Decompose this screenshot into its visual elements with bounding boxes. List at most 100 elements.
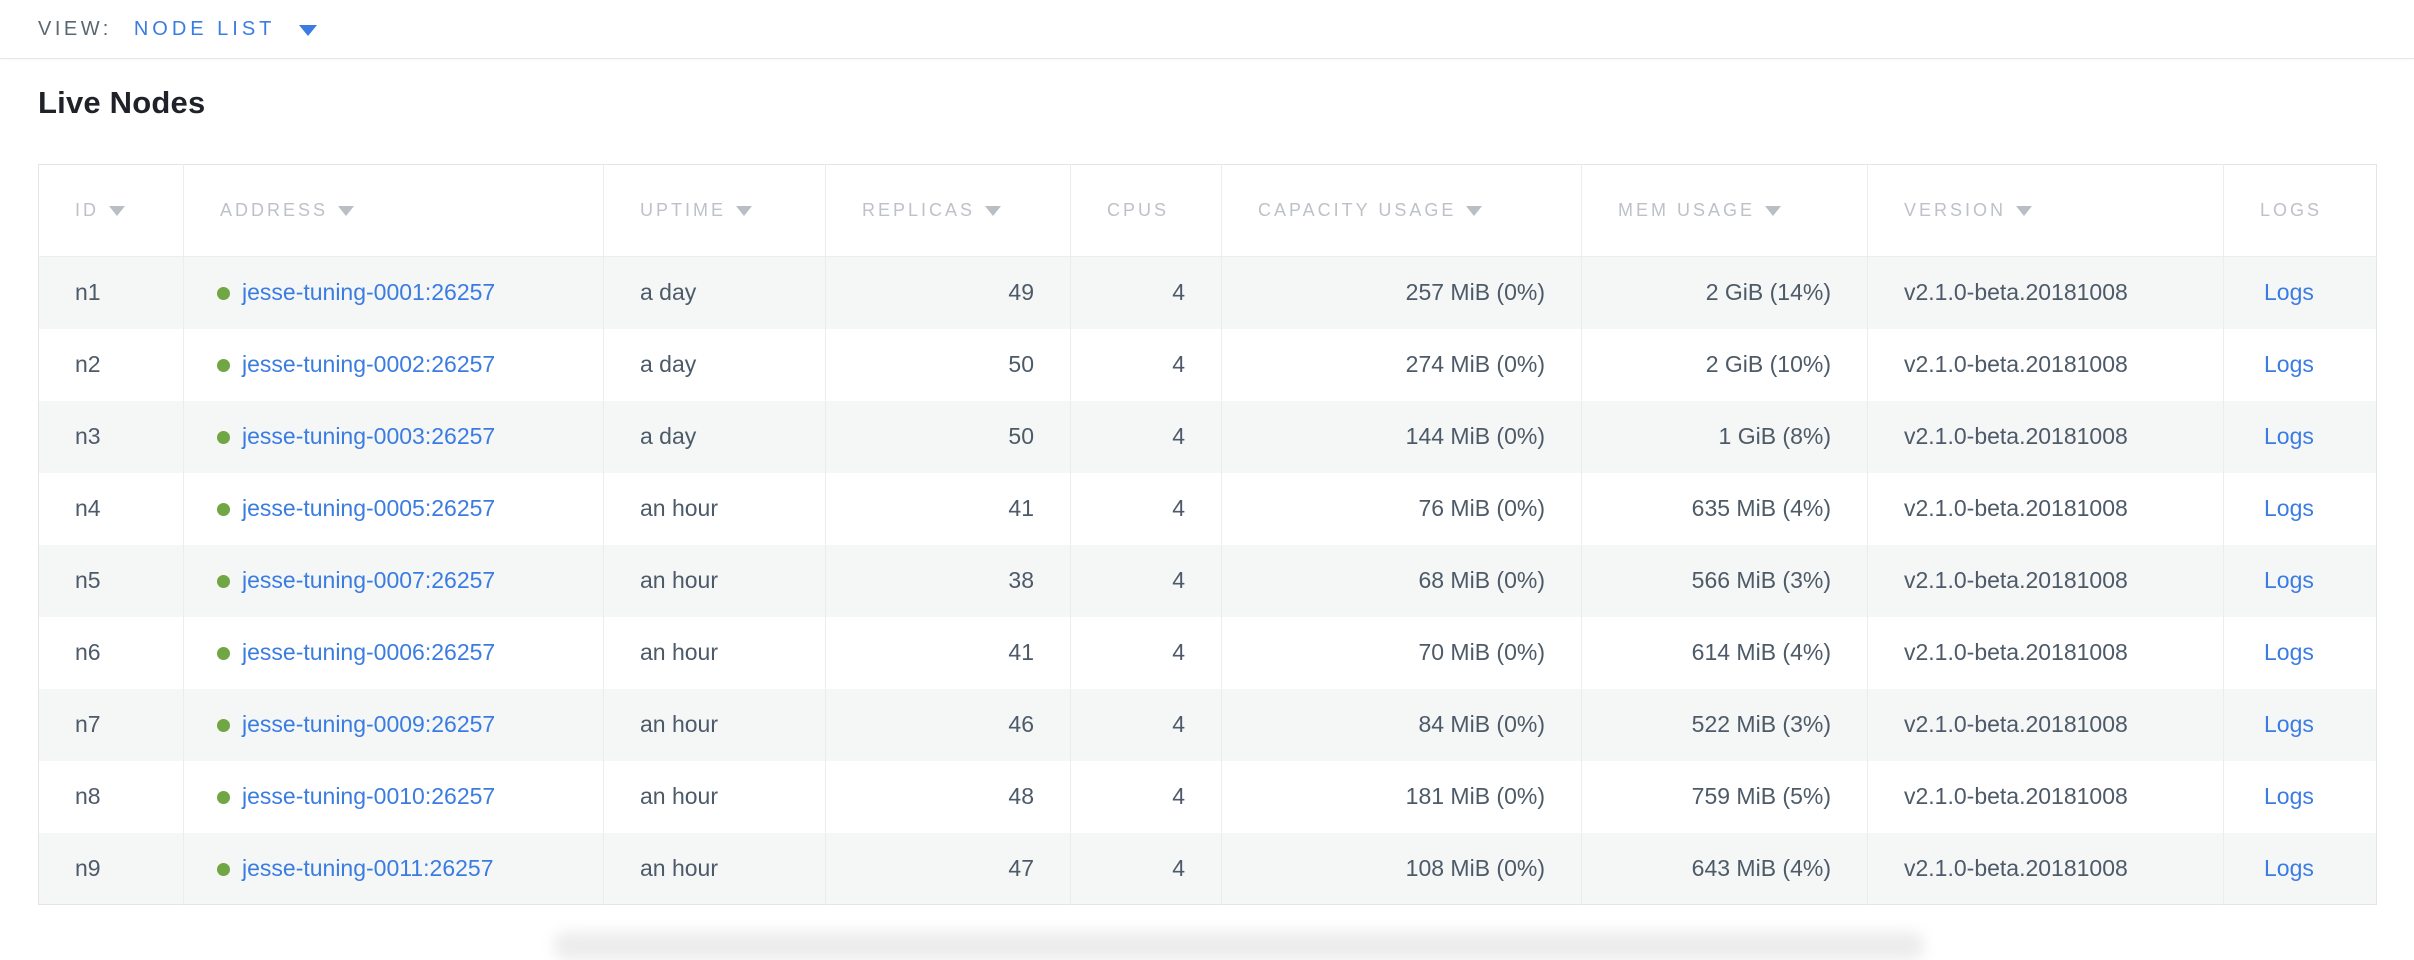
node-id-cell: n7	[38, 688, 184, 761]
node-address-link[interactable]: jesse-tuning-0011:26257	[242, 854, 494, 881]
cpus-cell: 4	[1070, 760, 1222, 833]
node-live-status-icon	[217, 503, 230, 516]
uptime-cell: a day	[603, 400, 826, 473]
version-cell: v2.1.0-beta.20181008	[1867, 616, 2224, 689]
capacity-usage-cell: 181 MiB (0%)	[1221, 760, 1582, 833]
node-address-link[interactable]: jesse-tuning-0003:26257	[242, 423, 496, 449]
node-address-link[interactable]: jesse-tuning-0007:26257	[242, 567, 496, 593]
version-cell: v2.1.0-beta.20181008	[1867, 256, 2224, 329]
table-row: n5 jesse-tuning-0007:26257 an hour 38 4 …	[38, 544, 2377, 617]
uptime-cell: a day	[603, 328, 826, 401]
node-address-link[interactable]: jesse-tuning-0005:26257	[242, 495, 496, 521]
node-id-cell: n9	[38, 832, 184, 905]
cpus-cell: 4	[1070, 544, 1222, 617]
table-row: n4 jesse-tuning-0005:26257 an hour 41 4 …	[38, 472, 2377, 545]
table-header-row: ID ADDRESS UPTIME REPLICAS CPUS CAPACITY…	[38, 164, 2377, 257]
node-address-cell: jesse-tuning-0009:26257	[183, 688, 604, 761]
table-row: n6 jesse-tuning-0006:26257 an hour 41 4 …	[38, 616, 2377, 689]
node-address-link[interactable]: jesse-tuning-0002:26257	[242, 351, 496, 377]
view-selected-value: NODE LIST	[133, 17, 276, 40]
node-address-cell: jesse-tuning-0006:26257	[183, 616, 604, 689]
uptime-cell: a day	[603, 256, 826, 329]
node-live-status-icon	[217, 791, 230, 804]
table-row: n7 jesse-tuning-0009:26257 an hour 46 4 …	[38, 688, 2377, 761]
column-header-capacity-usage[interactable]: CAPACITY USAGE	[1221, 164, 1582, 257]
uptime-cell: an hour	[603, 832, 826, 905]
column-header-id[interactable]: ID	[38, 164, 184, 257]
column-header-label: CPUS	[1107, 200, 1170, 220]
column-header-mem-usage[interactable]: MEM USAGE	[1581, 164, 1868, 257]
column-header-label: ADDRESS	[220, 200, 329, 220]
column-header-label: MEM USAGE	[1618, 200, 1756, 220]
node-address-link[interactable]: jesse-tuning-0010:26257	[242, 783, 496, 809]
node-id-cell: n1	[38, 256, 184, 329]
node-id-cell: n4	[38, 472, 184, 545]
cpus-cell: 4	[1070, 832, 1222, 905]
node-address-link[interactable]: jesse-tuning-0001:26257	[242, 279, 496, 306]
logs-cell: Logs	[2224, 473, 2377, 545]
node-live-status-icon	[217, 862, 230, 876]
column-header-replicas[interactable]: REPLICAS	[825, 164, 1071, 257]
node-live-status-icon	[217, 287, 230, 301]
mem-usage-cell: 759 MiB (5%)	[1581, 760, 1868, 833]
table-row: n2 jesse-tuning-0002:26257 a day 50 4 27…	[38, 328, 2377, 401]
column-header-label: CAPACITY USAGE	[1258, 200, 1457, 220]
sort-desc-icon	[1466, 206, 1483, 216]
version-cell: v2.1.0-beta.20181008	[1867, 400, 2224, 473]
capacity-usage-cell: 274 MiB (0%)	[1221, 328, 1582, 401]
view-bar: VIEW: NODE LIST	[0, 0, 2414, 59]
mem-usage-cell: 2 GiB (10%)	[1581, 328, 1868, 401]
replicas-cell: 50	[825, 328, 1071, 401]
uptime-cell: an hour	[603, 760, 826, 833]
replicas-cell: 47	[825, 832, 1071, 905]
mem-usage-cell: 522 MiB (3%)	[1581, 688, 1868, 761]
logs-link[interactable]: Logs	[2264, 567, 2314, 593]
column-header-uptime[interactable]: UPTIME	[603, 164, 826, 257]
sort-desc-icon	[338, 206, 355, 216]
logs-link[interactable]: Logs	[2264, 423, 2314, 449]
table-row: n9 jesse-tuning-0011:26257 an hour 47 4 …	[38, 832, 2377, 905]
node-live-status-icon	[217, 647, 230, 660]
logs-link[interactable]: Logs	[2264, 279, 2314, 306]
node-address-cell: jesse-tuning-0007:26257	[183, 544, 604, 617]
logs-cell: Logs	[2224, 689, 2377, 761]
column-header-label: VERSION	[1904, 200, 2007, 220]
logs-cell: Logs	[2224, 257, 2377, 329]
version-cell: v2.1.0-beta.20181008	[1867, 760, 2224, 833]
sort-desc-icon	[109, 206, 125, 216]
view-selector[interactable]: NODE LIST	[134, 18, 318, 41]
version-cell: v2.1.0-beta.20181008	[1867, 328, 2224, 401]
logs-link[interactable]: Logs	[2264, 854, 2314, 881]
column-header-label: REPLICAS	[862, 200, 976, 220]
replicas-cell: 41	[825, 472, 1071, 545]
column-header-address[interactable]: ADDRESS	[183, 164, 604, 257]
cpus-cell: 4	[1070, 328, 1222, 401]
logs-link[interactable]: Logs	[2264, 495, 2314, 521]
replicas-cell: 38	[825, 544, 1071, 617]
column-header-version[interactable]: VERSION	[1867, 164, 2224, 257]
uptime-cell: an hour	[603, 616, 826, 689]
sort-desc-icon	[985, 206, 1002, 216]
uptime-cell: an hour	[603, 472, 826, 545]
logs-link[interactable]: Logs	[2264, 351, 2314, 377]
uptime-cell: an hour	[603, 688, 826, 761]
version-cell: v2.1.0-beta.20181008	[1867, 832, 2224, 905]
cpus-cell: 4	[1070, 400, 1222, 473]
logs-cell: Logs	[2224, 401, 2377, 473]
replicas-cell: 46	[825, 688, 1071, 761]
capacity-usage-cell: 76 MiB (0%)	[1221, 472, 1582, 545]
column-header-label: UPTIME	[640, 200, 727, 220]
column-header-logs: LOGS	[2223, 164, 2377, 257]
node-address-link[interactable]: jesse-tuning-0006:26257	[242, 639, 496, 665]
logs-link[interactable]: Logs	[2264, 783, 2314, 809]
logs-link[interactable]: Logs	[2264, 639, 2314, 665]
table-row: n1 jesse-tuning-0001:26257 a day 49 4 25…	[38, 256, 2377, 329]
node-live-status-icon	[217, 359, 230, 372]
replicas-cell: 50	[825, 400, 1071, 473]
logs-link[interactable]: Logs	[2264, 711, 2314, 737]
mem-usage-cell: 614 MiB (4%)	[1581, 616, 1868, 689]
capacity-usage-cell: 84 MiB (0%)	[1221, 688, 1582, 761]
cpus-cell: 4	[1070, 256, 1222, 329]
node-address-cell: jesse-tuning-0010:26257	[183, 760, 604, 833]
node-address-link[interactable]: jesse-tuning-0009:26257	[242, 711, 496, 737]
